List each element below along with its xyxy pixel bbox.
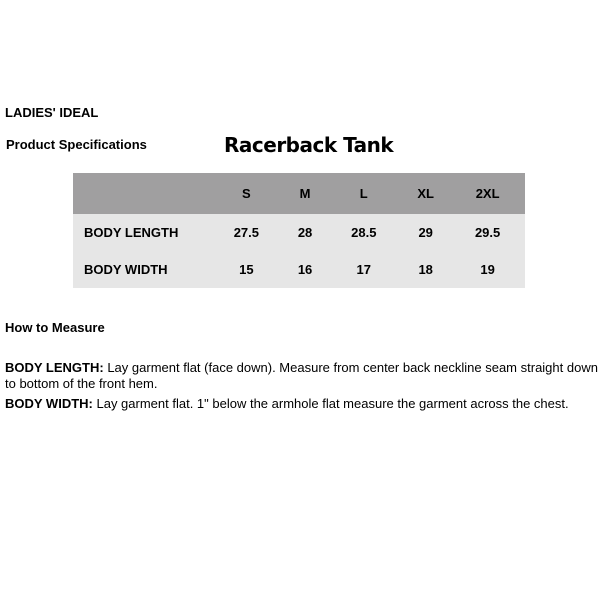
brand-label: LADIES' IDEAL: [5, 105, 99, 120]
instruction-text: Lay garment flat (face down). Measure fr…: [5, 360, 598, 391]
how-to-measure-heading: How to Measure: [5, 320, 105, 335]
table-cell: 17: [356, 262, 372, 277]
instruction-term: BODY WIDTH:: [5, 396, 93, 411]
row-label: BODY WIDTH: [84, 262, 168, 277]
table-cell: 29.5: [474, 225, 501, 240]
table-cell: 27.5: [233, 225, 260, 240]
size-chart-table: S M L XL 2XL BODY LENGTH 27.5 28 28.5 29…: [73, 173, 525, 288]
table-row: BODY WIDTH 15 16 17 18 19: [73, 251, 525, 288]
instruction-text: Lay garment flat. 1" below the armhole f…: [92, 396, 569, 411]
section-label: Product Specifications: [6, 137, 147, 152]
instruction-term: BODY LENGTH:: [5, 360, 104, 375]
table-cell: 19: [480, 262, 495, 277]
table-cell: 15: [239, 262, 254, 277]
table-cell: 16: [297, 262, 313, 277]
row-label: BODY LENGTH: [84, 225, 179, 240]
measure-instruction: BODY WIDTH: Lay garment flat. 1" below t…: [5, 396, 600, 412]
table-cell: 28: [297, 225, 313, 240]
size-header: S: [242, 186, 251, 201]
table-header-row: S M L XL 2XL: [73, 173, 525, 214]
table-cell: 28.5: [351, 225, 377, 240]
header-corner: [73, 173, 209, 214]
size-header: M: [299, 186, 311, 201]
table-cell: 18: [418, 262, 433, 277]
product-title: Racerback Tank: [224, 133, 394, 157]
table-cell: 29: [418, 225, 433, 240]
size-header: 2XL: [475, 186, 500, 201]
table-row: BODY LENGTH 27.5 28 28.5 29 29.5: [73, 214, 525, 251]
measure-instruction: BODY LENGTH: Lay garment flat (face down…: [5, 360, 600, 392]
size-header: L: [359, 186, 368, 201]
size-header: XL: [417, 186, 434, 201]
